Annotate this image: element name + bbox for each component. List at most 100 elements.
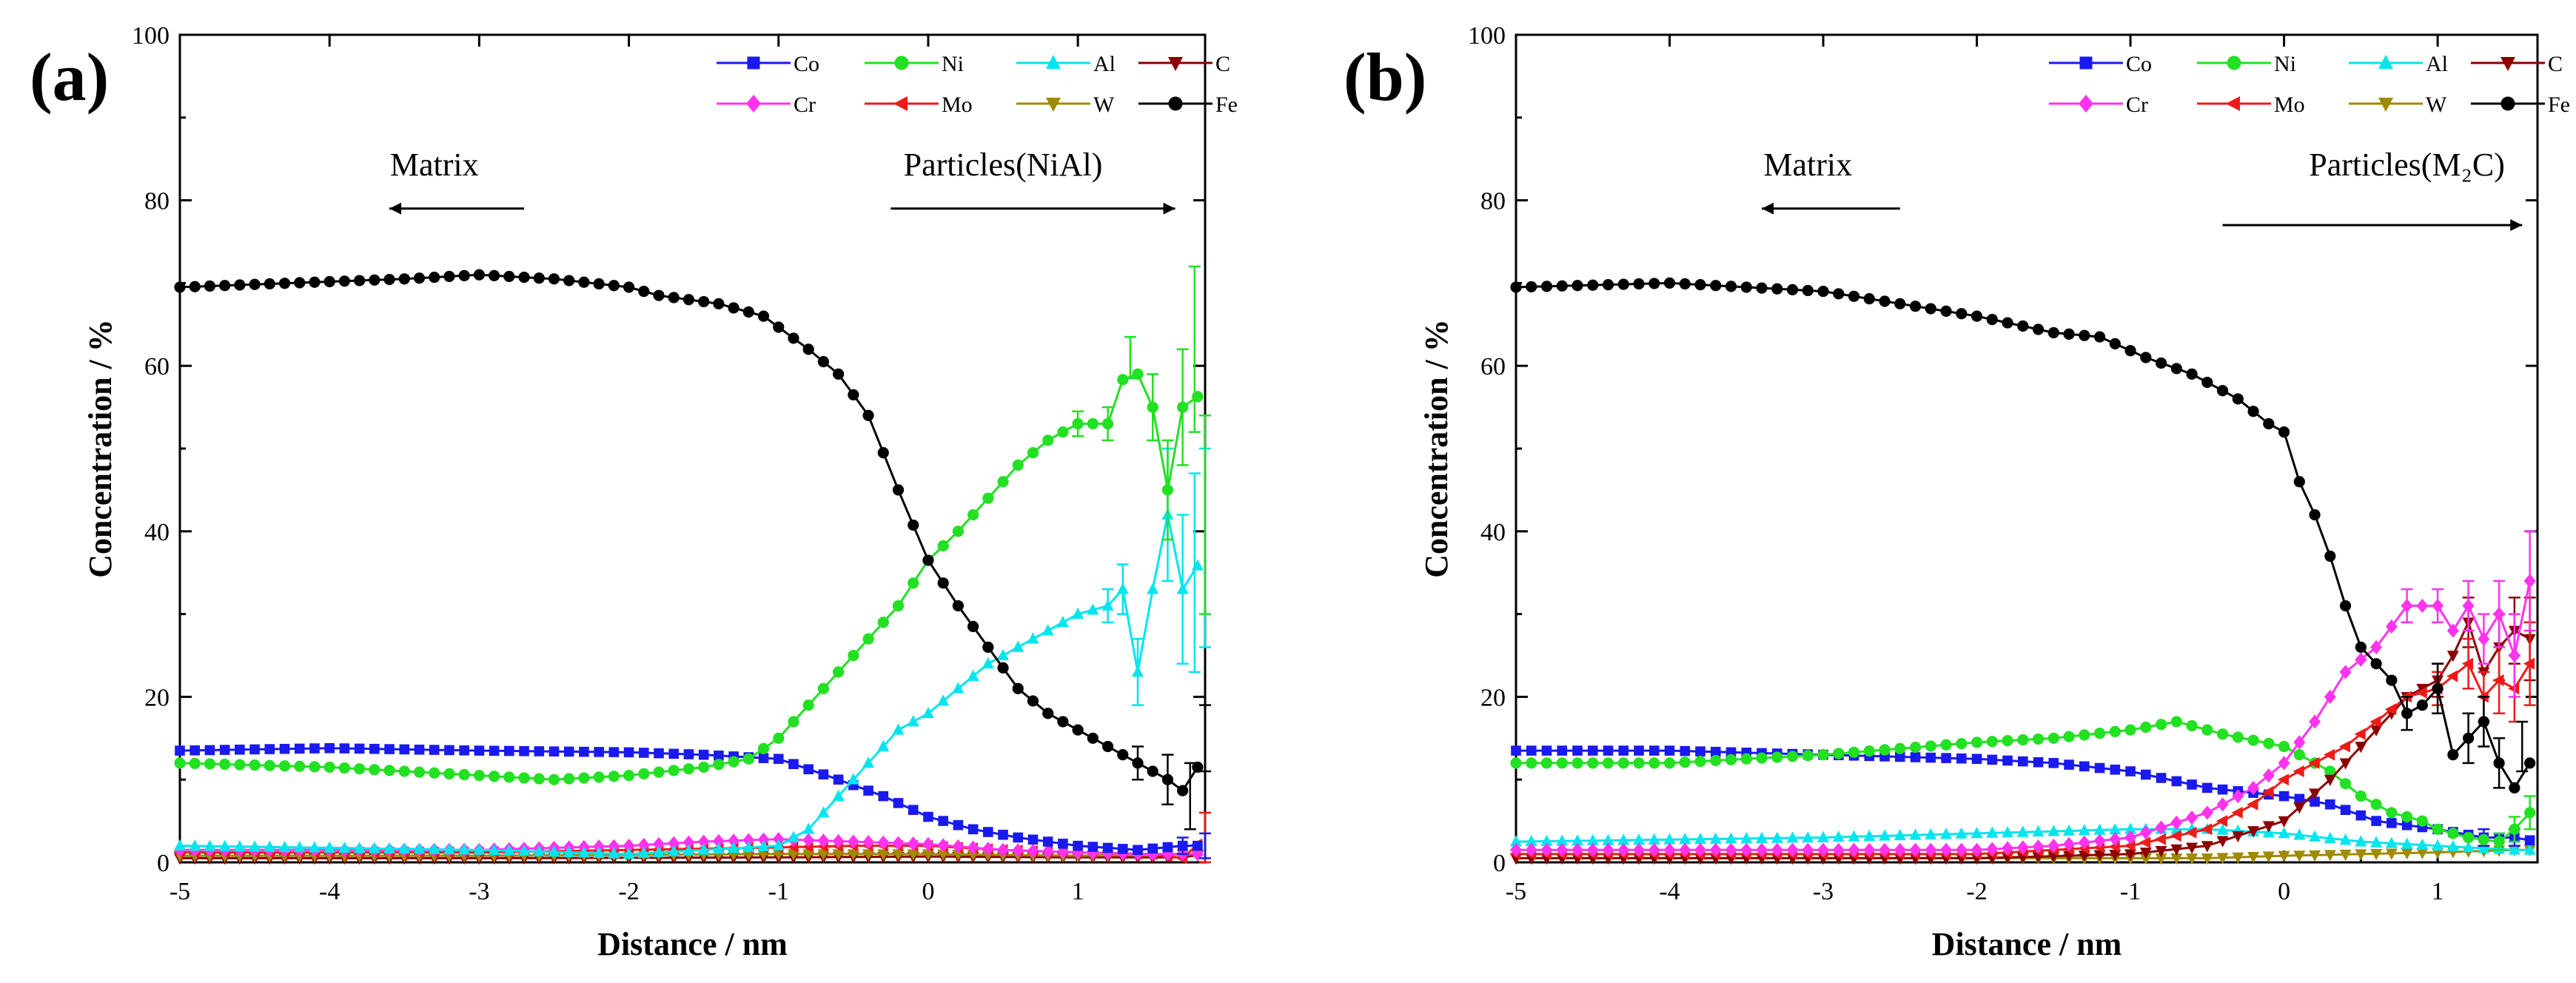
data-point-co — [489, 745, 500, 756]
data-point-cr — [2508, 648, 2520, 663]
data-point-al — [1709, 832, 1722, 844]
data-point-fe — [1940, 305, 1952, 318]
data-point-w — [2201, 853, 2213, 865]
data-point-ni — [1633, 757, 1645, 769]
data-point-mo — [2308, 756, 2320, 769]
data-point-co — [2278, 791, 2290, 802]
data-point-fe — [833, 368, 845, 380]
legend-marker-ni — [894, 56, 909, 70]
data-point-fe — [1087, 732, 1099, 744]
data-point-w — [907, 849, 919, 861]
data-point-fe — [503, 270, 515, 283]
data-point-fe — [2232, 393, 2244, 405]
data-point-al — [233, 839, 246, 852]
data-point-co — [1941, 753, 1951, 763]
data-point-fe — [2124, 345, 2136, 357]
data-point-fe — [1540, 281, 1553, 292]
data-point-ni — [563, 773, 575, 785]
data-point-fe — [908, 519, 919, 531]
data-point-co — [474, 745, 485, 756]
data-point-ni — [2155, 719, 2167, 731]
data-point-cr — [742, 833, 755, 848]
data-point-fe — [728, 302, 739, 314]
data-point-fe — [443, 270, 455, 283]
data-point-ni — [2063, 731, 2075, 742]
data-point-cr — [2016, 840, 2029, 855]
data-point-cr — [1042, 844, 1054, 859]
annotation-label: Particles(NiAl) — [904, 147, 1103, 183]
data-point-ni — [354, 763, 366, 775]
data-point-mo — [2338, 740, 2351, 753]
data-point-ni — [189, 757, 201, 769]
data-point-al — [2401, 837, 2413, 849]
data-point-ni — [1027, 446, 1039, 459]
data-point-ni — [908, 577, 919, 589]
data-point-cr — [1540, 842, 1553, 857]
data-point-co — [175, 745, 185, 756]
data-point-al — [653, 845, 665, 857]
data-point-al — [1817, 831, 1830, 842]
legend-label-al: Al — [1093, 52, 1116, 76]
data-point-co — [1193, 840, 1203, 851]
data-point-ni — [1072, 417, 1084, 430]
data-point-co — [967, 824, 979, 835]
data-point-al — [2047, 825, 2060, 836]
data-point-al — [2416, 838, 2429, 850]
data-point-al — [2324, 831, 2336, 843]
data-point-co — [608, 747, 620, 757]
data-point-cr — [1510, 842, 1522, 857]
data-point-fe — [2386, 674, 2398, 686]
data-point-cr — [1648, 842, 1660, 857]
series-fe — [174, 269, 1211, 831]
data-point-fe — [698, 295, 710, 308]
data-point-cr — [728, 833, 740, 848]
data-point-al — [742, 841, 755, 853]
data-point-fe — [892, 484, 905, 496]
data-point-al — [1191, 559, 1204, 571]
data-point-cr — [2309, 714, 2321, 729]
data-point-fe — [2093, 331, 2106, 343]
data-point-ni — [219, 758, 231, 771]
data-point-ni — [2478, 833, 2489, 845]
data-point-cr — [1633, 842, 1646, 857]
data-point-co — [698, 749, 709, 760]
data-point-fe — [354, 275, 366, 286]
data-point-ni — [1694, 756, 1706, 768]
data-point-ni — [1042, 435, 1054, 446]
data-point-co — [2187, 779, 2197, 790]
data-point-ni — [2509, 823, 2520, 835]
data-point-al — [1633, 833, 1646, 845]
data-point-fe — [1986, 313, 1998, 326]
data-point-ni — [2278, 740, 2290, 753]
data-point-co — [1603, 745, 1614, 756]
data-point-ni — [1132, 368, 1144, 380]
data-point-w — [787, 849, 799, 861]
data-point-fe — [548, 273, 560, 285]
data-point-al — [2032, 825, 2045, 837]
x-tick-label: -4 — [319, 878, 340, 905]
data-point-mo — [2231, 806, 2243, 819]
data-point-ni — [1663, 757, 1676, 769]
data-point-al — [2216, 823, 2229, 835]
data-point-ni — [608, 771, 620, 782]
legend-marker-mo — [893, 96, 908, 111]
data-point-w — [952, 849, 965, 862]
data-point-c — [2278, 816, 2290, 828]
data-point-co — [1013, 832, 1024, 843]
data-point-ni — [503, 771, 515, 783]
data-point-co — [204, 745, 215, 756]
data-point-fe — [742, 306, 754, 318]
data-point-al — [174, 839, 186, 851]
data-point-ni — [2002, 735, 2013, 747]
data-point-cr — [997, 842, 1010, 857]
data-point-co — [459, 745, 469, 756]
data-point-co — [1042, 836, 1053, 847]
data-point-ni — [862, 633, 874, 645]
data-point-al — [1663, 833, 1676, 845]
x-tick-label: -2 — [1966, 878, 1987, 905]
data-point-w — [2370, 848, 2383, 861]
data-point-w — [2385, 848, 2398, 860]
data-point-cr — [2462, 598, 2475, 614]
annotation-matrix: Matrix — [389, 147, 525, 215]
data-point-al — [847, 773, 859, 785]
